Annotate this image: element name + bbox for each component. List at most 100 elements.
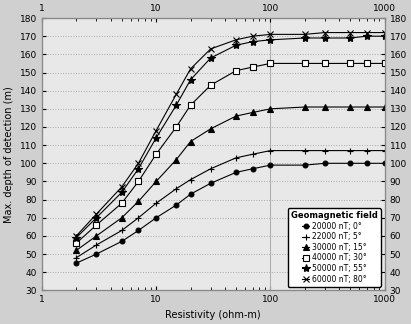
22000 nT; 5°	[323, 149, 328, 153]
30000 nT; 15°	[74, 249, 79, 252]
20000 nT; 0°	[136, 228, 141, 232]
50000 nT; 55°	[208, 56, 213, 60]
20000 nT; 0°	[94, 252, 99, 256]
20000 nT; 0°	[382, 161, 387, 165]
22000 nT; 5°	[268, 149, 273, 153]
30000 nT; 15°	[233, 114, 238, 118]
20000 nT; 0°	[268, 163, 273, 167]
50000 nT; 55°	[382, 34, 387, 38]
40000 nT; 30°	[94, 223, 99, 227]
50000 nT; 55°	[250, 40, 255, 44]
60000 nT; 80°	[302, 32, 307, 36]
60000 nT; 80°	[154, 129, 159, 133]
50000 nT; 55°	[154, 136, 159, 140]
50000 nT; 55°	[136, 167, 141, 171]
40000 nT; 30°	[323, 62, 328, 65]
40000 nT; 30°	[74, 241, 79, 245]
30000 nT; 15°	[348, 105, 353, 109]
50000 nT; 55°	[174, 103, 179, 107]
60000 nT; 80°	[365, 30, 369, 34]
50000 nT; 55°	[268, 38, 273, 42]
20000 nT; 0°	[208, 181, 213, 185]
50000 nT; 55°	[74, 236, 79, 240]
40000 nT; 30°	[268, 62, 273, 65]
Line: 60000 nT; 80°: 60000 nT; 80°	[73, 29, 388, 239]
40000 nT; 30°	[233, 69, 238, 73]
60000 nT; 80°	[174, 92, 179, 96]
Line: 22000 nT; 5°: 22000 nT; 5°	[73, 147, 388, 261]
50000 nT; 55°	[94, 216, 99, 220]
22000 nT; 5°	[174, 187, 179, 191]
40000 nT; 30°	[382, 62, 387, 65]
40000 nT; 30°	[250, 65, 255, 69]
30000 nT; 15°	[94, 234, 99, 238]
40000 nT; 30°	[302, 62, 307, 65]
22000 nT; 5°	[188, 178, 193, 181]
22000 nT; 5°	[119, 228, 124, 232]
50000 nT; 55°	[119, 191, 124, 194]
22000 nT; 5°	[302, 149, 307, 153]
30000 nT; 15°	[250, 110, 255, 114]
22000 nT; 5°	[365, 149, 369, 153]
20000 nT; 0°	[302, 163, 307, 167]
50000 nT; 55°	[302, 36, 307, 40]
20000 nT; 0°	[365, 161, 369, 165]
40000 nT; 30°	[188, 103, 193, 107]
40000 nT; 30°	[348, 62, 353, 65]
60000 nT; 80°	[136, 161, 141, 165]
Legend: 20000 nT; 0°, 22000 nT; 5°, 30000 nT; 15°, 40000 nT; 30°, 50000 nT; 55°, 60000 n: 20000 nT; 0°, 22000 nT; 5°, 30000 nT; 15…	[288, 208, 381, 287]
60000 nT; 80°	[250, 34, 255, 38]
60000 nT; 80°	[382, 30, 387, 34]
40000 nT; 30°	[174, 125, 179, 129]
X-axis label: Resistivity (ohm-m): Resistivity (ohm-m)	[166, 310, 261, 320]
30000 nT; 15°	[365, 105, 369, 109]
30000 nT; 15°	[302, 105, 307, 109]
60000 nT; 80°	[208, 47, 213, 51]
22000 nT; 5°	[74, 256, 79, 260]
60000 nT; 80°	[188, 67, 193, 71]
22000 nT; 5°	[250, 152, 255, 156]
22000 nT; 5°	[348, 149, 353, 153]
30000 nT; 15°	[119, 216, 124, 220]
60000 nT; 80°	[233, 38, 238, 42]
30000 nT; 15°	[208, 127, 213, 131]
40000 nT; 30°	[136, 179, 141, 183]
60000 nT; 80°	[348, 30, 353, 34]
40000 nT; 30°	[119, 201, 124, 205]
30000 nT; 15°	[323, 105, 328, 109]
22000 nT; 5°	[382, 149, 387, 153]
40000 nT; 30°	[365, 62, 369, 65]
20000 nT; 0°	[250, 167, 255, 171]
Line: 50000 nT; 55°: 50000 nT; 55°	[72, 32, 389, 242]
22000 nT; 5°	[136, 216, 141, 220]
50000 nT; 55°	[348, 36, 353, 40]
60000 nT; 80°	[74, 234, 79, 238]
50000 nT; 55°	[188, 78, 193, 82]
Line: 20000 nT; 0°: 20000 nT; 0°	[74, 161, 387, 266]
20000 nT; 0°	[348, 161, 353, 165]
20000 nT; 0°	[119, 239, 124, 243]
30000 nT; 15°	[174, 158, 179, 162]
22000 nT; 5°	[94, 243, 99, 247]
30000 nT; 15°	[154, 179, 159, 183]
60000 nT; 80°	[323, 30, 328, 34]
40000 nT; 30°	[154, 152, 159, 156]
20000 nT; 0°	[74, 261, 79, 265]
40000 nT; 30°	[208, 83, 213, 87]
22000 nT; 5°	[233, 156, 238, 160]
20000 nT; 0°	[154, 216, 159, 220]
30000 nT; 15°	[136, 200, 141, 203]
20000 nT; 0°	[188, 192, 193, 196]
20000 nT; 0°	[174, 203, 179, 207]
22000 nT; 5°	[154, 201, 159, 205]
Line: 40000 nT; 30°: 40000 nT; 30°	[74, 61, 388, 246]
Line: 30000 nT; 15°: 30000 nT; 15°	[74, 104, 388, 253]
20000 nT; 0°	[233, 170, 238, 174]
22000 nT; 5°	[208, 167, 213, 171]
50000 nT; 55°	[365, 34, 369, 38]
50000 nT; 55°	[233, 43, 238, 47]
60000 nT; 80°	[119, 185, 124, 189]
Y-axis label: Max. depth of detection (m): Max. depth of detection (m)	[4, 86, 14, 223]
60000 nT; 80°	[268, 32, 273, 36]
30000 nT; 15°	[268, 107, 273, 111]
